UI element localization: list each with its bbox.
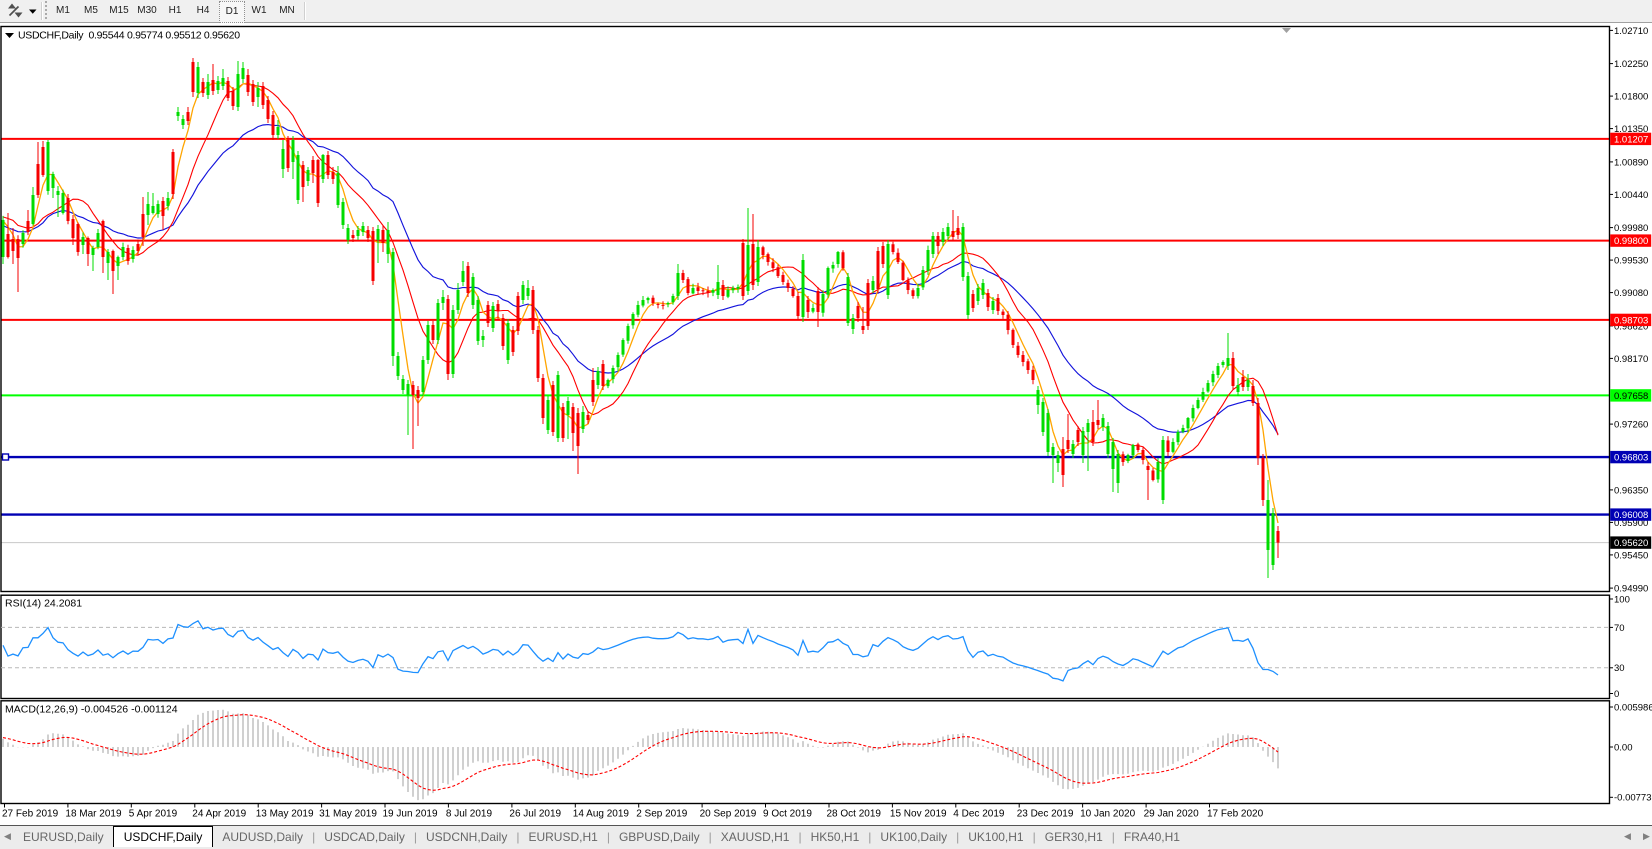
svg-text:24 Apr 2019: 24 Apr 2019 bbox=[192, 809, 246, 820]
svg-text:0.96803: 0.96803 bbox=[1614, 453, 1648, 464]
svg-text:1.02250: 1.02250 bbox=[1614, 59, 1648, 70]
svg-text:4 Dec 2019: 4 Dec 2019 bbox=[953, 809, 1005, 820]
svg-text:0.98703: 0.98703 bbox=[1614, 315, 1648, 326]
svg-text:1.02710: 1.02710 bbox=[1614, 26, 1648, 37]
svg-text:30: 30 bbox=[1614, 663, 1625, 674]
svg-text:0.99530: 0.99530 bbox=[1614, 256, 1648, 267]
svg-text:1.00890: 1.00890 bbox=[1614, 157, 1648, 168]
svg-text:14 Aug 2019: 14 Aug 2019 bbox=[573, 809, 630, 820]
svg-text:1.00440: 1.00440 bbox=[1614, 190, 1648, 201]
svg-text:17 Feb 2020: 17 Feb 2020 bbox=[1207, 809, 1264, 820]
svg-text:1.01207: 1.01207 bbox=[1614, 134, 1648, 145]
svg-text:5 Apr 2019: 5 Apr 2019 bbox=[129, 809, 178, 820]
svg-text:8 Jul 2019: 8 Jul 2019 bbox=[446, 809, 493, 820]
svg-text:0.99080: 0.99080 bbox=[1614, 288, 1648, 299]
svg-text:0.99800: 0.99800 bbox=[1614, 236, 1648, 247]
svg-text:18 Mar 2019: 18 Mar 2019 bbox=[65, 809, 122, 820]
svg-text:13 May 2019: 13 May 2019 bbox=[256, 809, 314, 820]
svg-text:0.97260: 0.97260 bbox=[1614, 420, 1648, 431]
svg-text:MACD(12,26,9) -0.004526 -0.001: MACD(12,26,9) -0.004526 -0.001124 bbox=[5, 704, 178, 716]
svg-text:-0.007737: -0.007737 bbox=[1614, 793, 1652, 804]
svg-text:0.99980: 0.99980 bbox=[1614, 223, 1648, 234]
svg-text:1.01800: 1.01800 bbox=[1614, 92, 1648, 103]
svg-text:9 Oct 2019: 9 Oct 2019 bbox=[763, 809, 812, 820]
svg-text:23 Dec 2019: 23 Dec 2019 bbox=[1017, 809, 1074, 820]
svg-text:27 Feb 2019: 27 Feb 2019 bbox=[2, 809, 59, 820]
svg-text:100: 100 bbox=[1614, 594, 1630, 605]
svg-text:0.005986: 0.005986 bbox=[1614, 702, 1652, 713]
svg-text:28 Oct 2019: 28 Oct 2019 bbox=[827, 809, 882, 820]
svg-text:0.95450: 0.95450 bbox=[1614, 550, 1648, 561]
svg-text:0.00: 0.00 bbox=[1614, 742, 1633, 753]
svg-text:0.95900: 0.95900 bbox=[1614, 518, 1648, 529]
svg-text:2 Sep 2019: 2 Sep 2019 bbox=[636, 809, 688, 820]
svg-text:0.96350: 0.96350 bbox=[1614, 485, 1648, 496]
svg-text:0.94990: 0.94990 bbox=[1614, 584, 1648, 595]
svg-text:RSI(14) 24.2081: RSI(14) 24.2081 bbox=[5, 598, 82, 610]
svg-text:0.96008: 0.96008 bbox=[1614, 510, 1648, 521]
svg-text:26 Jul 2019: 26 Jul 2019 bbox=[509, 809, 561, 820]
svg-text:0.97658: 0.97658 bbox=[1614, 391, 1648, 402]
svg-text:0.98170: 0.98170 bbox=[1614, 354, 1648, 365]
svg-text:0.95620: 0.95620 bbox=[1614, 538, 1648, 549]
svg-text:0.98620: 0.98620 bbox=[1614, 321, 1648, 332]
svg-text:29 Jan 2020: 29 Jan 2020 bbox=[1144, 809, 1199, 820]
svg-text:USDCHF,Daily 0.95544 0.95774: USDCHF,Daily 0.95544 0.95774 0.95512 0.9… bbox=[18, 30, 240, 42]
svg-text:1.01350: 1.01350 bbox=[1614, 124, 1648, 135]
svg-text:0: 0 bbox=[1614, 689, 1619, 700]
svg-text:20 Sep 2019: 20 Sep 2019 bbox=[700, 809, 757, 820]
svg-text:19 Jun 2019: 19 Jun 2019 bbox=[383, 809, 438, 820]
svg-text:15 Nov 2019: 15 Nov 2019 bbox=[890, 809, 947, 820]
svg-text:70: 70 bbox=[1614, 623, 1625, 634]
svg-text:31 May 2019: 31 May 2019 bbox=[319, 809, 377, 820]
svg-text:10 Jan 2020: 10 Jan 2020 bbox=[1080, 809, 1135, 820]
